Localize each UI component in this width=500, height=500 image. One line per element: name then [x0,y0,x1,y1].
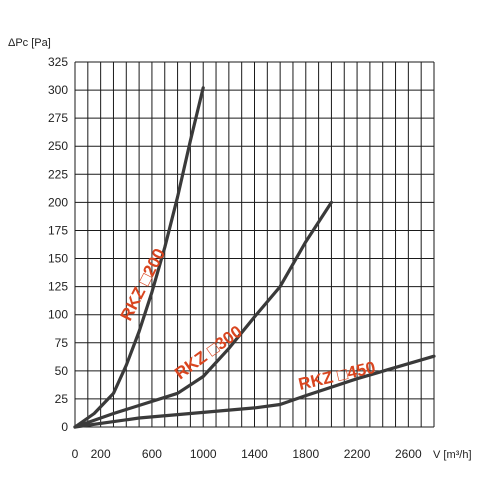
y-tick-label: 50 [55,364,69,378]
y-tick-label: 100 [48,308,68,322]
y-tick-label: 0 [61,420,68,434]
x-tick-label: 0 [72,447,79,461]
x-tick-label: 200 [91,447,111,461]
x-tick-labels: 0 200 600 1000 1400 1800 2200 2600 [72,447,422,461]
x-tick-label: 2600 [395,447,422,461]
x-tick-label: 600 [142,447,162,461]
y-tick-labels: 0 25 50 75 100 125 150 175 200 225 250 275 300 325 [48,55,68,434]
series-line-0 [73,86,205,429]
y-tick-label: 25 [55,392,69,406]
x-tick-label: 2200 [344,447,371,461]
x-tick-label: 1800 [292,447,319,461]
y-tick-label: 75 [55,336,69,350]
x-tick-label: 1400 [241,447,268,461]
y-tick-label: 250 [48,139,68,153]
y-tick-label: 325 [48,55,68,69]
series-label-rkz-300: RKZ □300 [171,322,246,383]
y-tick-label: 125 [48,280,68,294]
y-tick-label: 300 [48,83,68,97]
series-labels: RKZ □200 RKZ □300 RKZ □450 [117,245,378,393]
y-tick-label: 225 [48,167,68,181]
y-axis-title: ΔPc [Pa] [8,37,51,49]
x-tick-label: 1000 [190,447,217,461]
series-line-2 [73,354,436,429]
x-axis-title: V [m³/h] [433,449,472,461]
series-curves [73,86,436,429]
series-line-1 [73,200,333,429]
series-label-rkz-200: RKZ □200 [117,245,169,323]
y-tick-label: 150 [48,252,68,266]
series-label-rkz-450: RKZ □450 [297,358,378,394]
y-tick-label: 200 [48,195,68,209]
y-tick-label: 275 [48,111,68,125]
grid-lines [74,61,435,428]
y-tick-label: 175 [48,223,68,237]
